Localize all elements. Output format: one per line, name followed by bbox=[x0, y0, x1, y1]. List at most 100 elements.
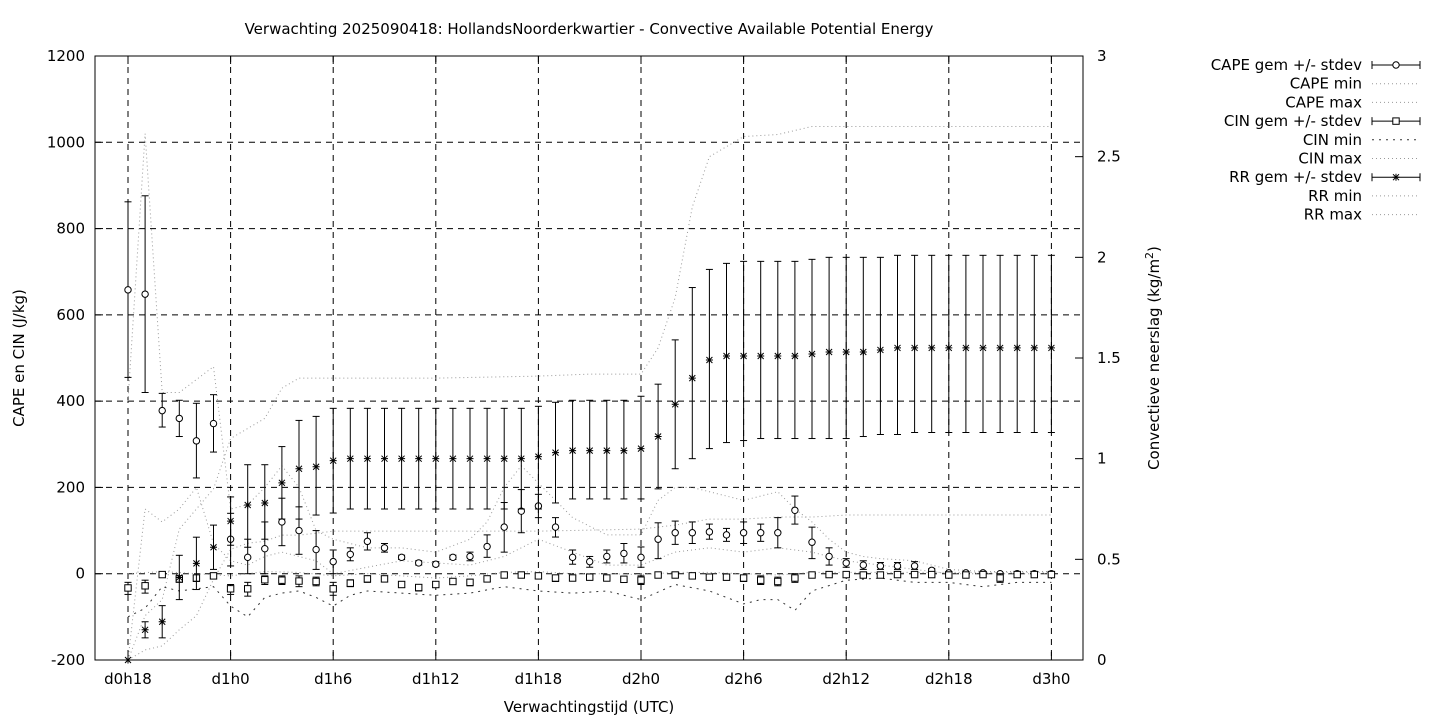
y-tick-label: 1200 bbox=[47, 47, 85, 65]
x-tick-label: d2h6 bbox=[725, 670, 763, 688]
cape-point bbox=[722, 531, 731, 539]
cin-point bbox=[859, 571, 867, 579]
y2-tick-label: 1.5 bbox=[1097, 349, 1121, 367]
cape-point bbox=[158, 406, 166, 415]
y-tick-label: 600 bbox=[56, 306, 85, 324]
legend-label: CIN max bbox=[1298, 150, 1362, 168]
rr-point bbox=[962, 344, 970, 352]
cin-point bbox=[158, 570, 166, 579]
y2-tick-label: 1 bbox=[1097, 450, 1107, 468]
cin-point bbox=[278, 576, 286, 584]
legend-label: CAPE gem +/- stdev bbox=[1211, 56, 1362, 74]
cape-point bbox=[910, 562, 919, 570]
cin-point bbox=[842, 570, 850, 579]
rr-point bbox=[740, 352, 748, 360]
rr-point bbox=[261, 499, 269, 507]
rr-point bbox=[295, 465, 303, 473]
rr-point bbox=[808, 350, 816, 358]
cin-point bbox=[363, 575, 372, 583]
cape-point bbox=[774, 529, 782, 537]
y2-tick-label: 0 bbox=[1097, 651, 1107, 669]
cape-point bbox=[363, 537, 372, 546]
rr-point bbox=[979, 344, 987, 352]
rr-point bbox=[227, 517, 235, 525]
rr-point bbox=[552, 449, 559, 457]
rr-point bbox=[791, 352, 799, 360]
cin-point bbox=[568, 574, 577, 582]
rr-point bbox=[158, 618, 166, 626]
cin-point bbox=[483, 575, 491, 583]
rr-point bbox=[996, 344, 1004, 352]
cin-point bbox=[1030, 570, 1038, 579]
rr-point bbox=[346, 455, 354, 463]
y2-tick-label: 3 bbox=[1097, 47, 1107, 65]
y-axis-label: CAPE en CIN (J/kg) bbox=[10, 289, 28, 427]
rr-point bbox=[911, 344, 919, 352]
cin-point bbox=[1047, 570, 1056, 579]
rr-point bbox=[1030, 344, 1038, 352]
y-tick-label: 800 bbox=[56, 220, 85, 238]
rr-point bbox=[449, 455, 457, 463]
legend-marker bbox=[1392, 117, 1400, 125]
y-tick-label: 400 bbox=[56, 392, 85, 410]
y2-axis-label: Convectieve neerslag (kg/m2) bbox=[1143, 246, 1163, 470]
rr-point bbox=[569, 447, 577, 455]
cape-point bbox=[688, 529, 696, 537]
cin-point bbox=[739, 574, 748, 582]
y-tick-label: 0 bbox=[75, 565, 85, 583]
rr-point bbox=[1047, 344, 1055, 352]
line-cin-min bbox=[127, 577, 1052, 618]
cape-point bbox=[244, 553, 252, 562]
cin-point bbox=[688, 572, 696, 580]
legend-label: RR max bbox=[1304, 206, 1362, 224]
cin-point bbox=[466, 578, 474, 587]
cin-point bbox=[893, 570, 902, 579]
plot-area bbox=[124, 125, 1056, 664]
x-tick-label: d1h12 bbox=[412, 670, 460, 688]
y2-axis-label-sup: 2 bbox=[1143, 252, 1156, 259]
cin-point bbox=[620, 575, 628, 584]
rr-point bbox=[620, 447, 628, 455]
y-tick-label: 1000 bbox=[47, 133, 85, 151]
rr-point bbox=[141, 626, 149, 634]
cape-point bbox=[466, 552, 474, 561]
cin-point bbox=[500, 571, 508, 579]
y2-axis-label-main: Convectieve neerslag (kg/m bbox=[1145, 259, 1163, 470]
rr-point bbox=[654, 433, 662, 441]
cape-point bbox=[859, 561, 867, 569]
cin-point bbox=[962, 571, 970, 579]
rr-point bbox=[603, 447, 611, 455]
rr-point bbox=[876, 346, 884, 354]
cin-point bbox=[603, 574, 611, 582]
rr-point bbox=[637, 445, 645, 453]
y-tick-label: 200 bbox=[56, 478, 85, 496]
cape-point bbox=[551, 523, 560, 531]
axes: d0h18 d1h0 d1h6 d1h12 d1h18 d2h0 d2h6 d2h12 d2h1… bbox=[47, 47, 1121, 688]
cape-point bbox=[603, 552, 611, 561]
cape-point bbox=[671, 529, 679, 537]
rr-point bbox=[894, 344, 901, 352]
rr-series bbox=[124, 254, 1055, 664]
cape-point bbox=[568, 553, 577, 562]
cin-point bbox=[654, 571, 662, 579]
cape-point bbox=[893, 562, 902, 570]
cape-point bbox=[842, 559, 850, 567]
rr-point bbox=[723, 352, 730, 360]
cin-point bbox=[722, 573, 731, 581]
rr-point bbox=[175, 573, 183, 581]
cin-point bbox=[244, 585, 252, 593]
cin-point bbox=[449, 577, 457, 586]
line-cape-max bbox=[127, 133, 1052, 573]
rr-point bbox=[192, 559, 200, 567]
x-tick-label: d1h6 bbox=[314, 670, 352, 688]
cape-point bbox=[329, 557, 337, 566]
y2-tick-label: 0.5 bbox=[1097, 550, 1121, 568]
rr-point bbox=[757, 352, 765, 360]
rr-point bbox=[432, 455, 440, 463]
cin-point bbox=[432, 580, 440, 589]
legend-label: CIN gem +/- stdev bbox=[1224, 112, 1362, 130]
cin-point bbox=[329, 585, 337, 593]
y2-tick-label: 2 bbox=[1097, 248, 1107, 266]
